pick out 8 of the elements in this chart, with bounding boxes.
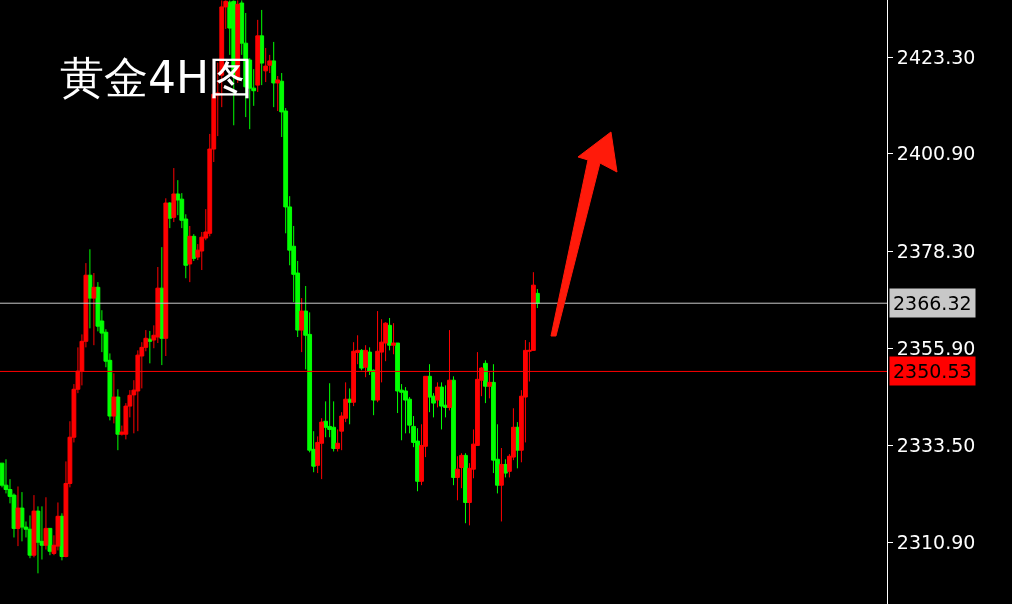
y-tick-label: 2378.30 bbox=[896, 240, 976, 263]
y-tick-label: 2333.50 bbox=[896, 433, 976, 456]
ref-line-label: 2350.53 bbox=[893, 360, 972, 382]
ref-line-label: 2366.32 bbox=[893, 292, 972, 314]
y-tick-label: 2423.30 bbox=[896, 45, 976, 68]
y-tick-label: 2310.90 bbox=[896, 531, 976, 554]
y-tick-label: 2400.90 bbox=[896, 142, 976, 165]
y-tick-label: 2355.90 bbox=[896, 336, 976, 359]
